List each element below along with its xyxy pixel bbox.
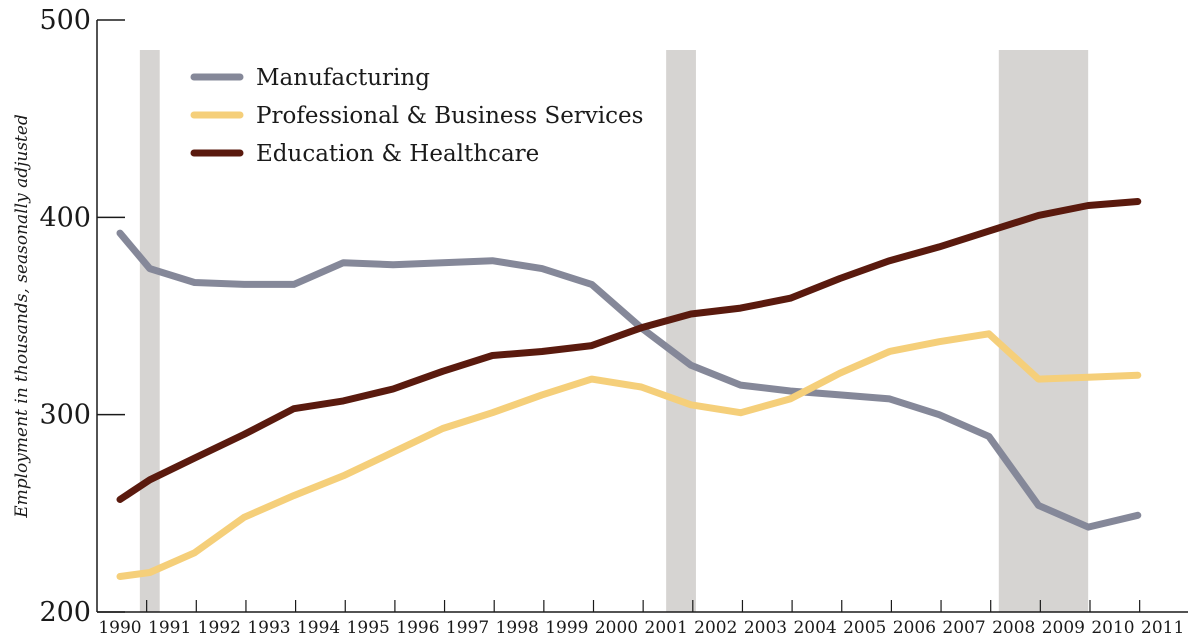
legend-label-education-healthcare: Education & Healthcare [256,141,539,167]
x-tick-label-2001: 2001 [645,618,688,636]
series-line-manufacturing [116,229,1142,531]
x-tick-label-1996: 1996 [396,618,439,636]
y-tick-label-500: 500 [39,5,91,36]
x-tick-label-2006: 2006 [893,618,936,636]
y-tick-label-300: 300 [39,400,91,431]
y-axis-title: Employment in thousands, seasonally adju… [12,114,32,519]
legend: Manufacturing Professional & Business Ser… [190,65,643,167]
series-lines [116,198,1142,580]
axes [96,20,1188,613]
x-tick-label-1994: 1994 [297,618,340,636]
x-tick-label-2011: 2011 [1141,618,1184,636]
y-ticks: 200 300 400 500 [39,5,125,628]
x-tick-label-2008: 2008 [992,618,1035,636]
legend-label-manufacturing: Manufacturing [256,65,430,91]
x-tick-label-1998: 1998 [496,618,539,636]
x-tick-label-2010: 2010 [1091,618,1134,636]
series-line-professional-business-services [116,330,1142,580]
x-tick-label-1999: 1999 [545,618,588,636]
legend-label-professional-business-services: Professional & Business Services [256,103,643,129]
y-tick-label-400: 400 [39,202,91,233]
recession-band-1 [139,50,160,612]
x-tick-label-2005: 2005 [843,618,886,636]
x-tick-label-2002: 2002 [694,618,737,636]
x-tick-label-1992: 1992 [198,618,241,636]
x-tick-label-1993: 1993 [247,618,290,636]
x-ticks: 1990 1991 1992 1993 1994 1995 1996 1997 1998 1999… [98,600,1184,636]
x-tick-label-2007: 2007 [942,618,985,636]
recession-band-3 [998,50,1089,612]
x-tick-label-2009: 2009 [1042,618,1085,636]
recession-shading-group [139,50,1089,612]
series-line-education-healthcare [116,198,1142,503]
x-tick-label-2004: 2004 [793,618,836,636]
y-tick-label-200: 200 [39,597,91,628]
x-tick-label-1995: 1995 [347,618,390,636]
recession-band-2 [666,50,696,612]
x-tick-label-2003: 2003 [744,618,787,636]
x-tick-label-2000: 2000 [595,618,638,636]
x-tick-label-1991: 1991 [148,618,191,636]
x-tick-label-1990: 1990 [98,618,141,636]
x-tick-label-1997: 1997 [446,618,489,636]
